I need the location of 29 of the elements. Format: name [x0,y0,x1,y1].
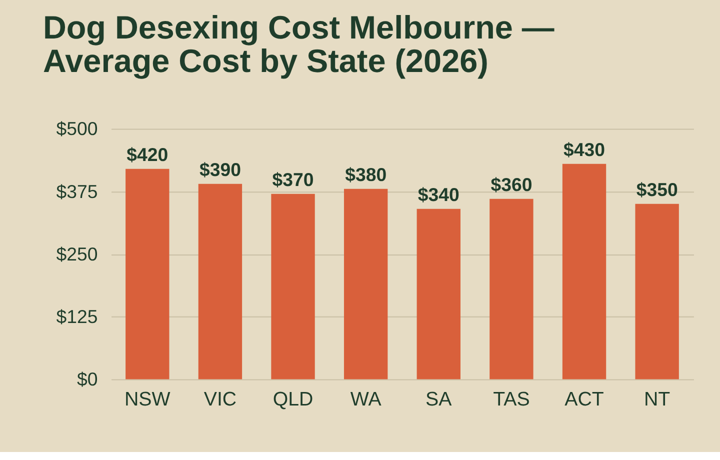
bar [126,168,170,380]
x-tick-label: VIC [204,388,237,410]
data-label: $360 [490,174,532,196]
x-tick-label: SA [426,388,453,410]
y-tick-label: $0 [76,368,98,390]
x-tick-label: NSW [124,388,171,410]
data-label: $370 [272,169,314,190]
y-tick-label: $250 [56,243,98,264]
y-tick-label: $125 [56,306,98,327]
bar [271,194,315,380]
data-label: $340 [418,184,460,206]
bar [344,188,388,380]
bar [198,184,242,380]
x-tick-label: WA [350,388,382,410]
x-tick-label: QLD [272,388,314,410]
bar [416,208,460,380]
data-label: $380 [345,164,387,186]
data-label: $390 [199,159,241,180]
y-tick-label: $375 [56,180,98,202]
data-label: $420 [126,144,168,165]
y-tick-label: $500 [56,118,98,140]
bar [562,164,606,380]
bar [490,198,534,380]
bar [635,204,679,380]
x-tick-label: TAS [493,388,530,410]
data-label: $350 [636,179,678,200]
x-tick-label: ACT [564,388,604,410]
data-label: $430 [564,138,606,160]
x-tick-label: NT [644,388,670,410]
